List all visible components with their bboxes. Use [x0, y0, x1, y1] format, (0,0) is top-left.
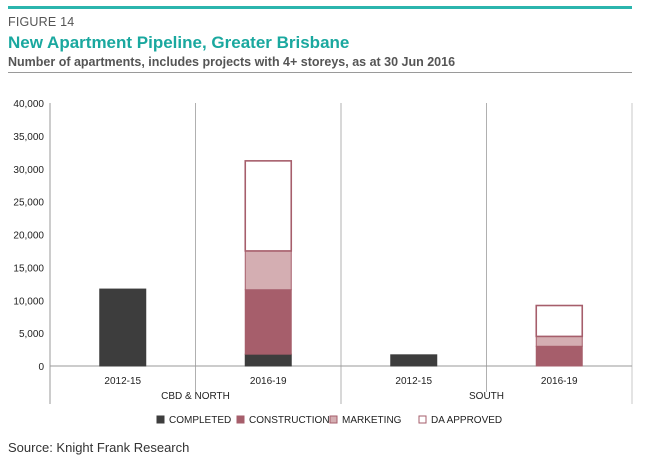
bar-completed	[390, 354, 438, 367]
legend-label: COMPLETED	[169, 415, 231, 426]
x-group-label: CBD & NORTH	[161, 391, 230, 402]
legend-label: DA APPROVED	[431, 415, 502, 426]
x-group-label: SOUTH	[469, 391, 504, 402]
legend-swatch	[236, 415, 245, 424]
chart-subtitle: Number of apartments, includes projects …	[8, 55, 456, 69]
y-tick-label: 30,000	[13, 165, 44, 176]
bar-da-approved	[535, 304, 584, 338]
bar-completed	[244, 353, 292, 367]
top-rule	[8, 6, 632, 9]
bar-construction	[244, 289, 292, 355]
bar-da-approved	[244, 160, 293, 252]
y-tick-label: 20,000	[13, 231, 44, 242]
legend-label: CONSTRUCTION	[249, 415, 330, 426]
x-category-label: 2012-15	[104, 376, 141, 387]
figure-label: FIGURE 14	[8, 15, 75, 29]
x-category-label: 2012-15	[395, 376, 432, 387]
bar-marketing	[244, 250, 292, 291]
legend-swatch	[418, 415, 427, 424]
source-note: Source: Knight Frank Research	[8, 440, 190, 455]
bar-completed	[99, 288, 147, 367]
x-category-label: 2016-19	[250, 376, 287, 387]
y-tick-label: 5,000	[19, 329, 44, 340]
chart-title: New Apartment Pipeline, Greater Brisbane	[8, 33, 350, 52]
x-category-label: 2016-19	[541, 376, 578, 387]
y-tick-label: 40,000	[13, 99, 44, 110]
y-tick-label: 25,000	[13, 198, 44, 209]
legend-swatch	[156, 415, 165, 424]
bar-marketing	[535, 335, 583, 347]
y-tick-label: 35,000	[13, 132, 44, 143]
bar-construction	[535, 345, 583, 367]
y-tick-label: 10,000	[13, 296, 44, 307]
subtitle-rule	[8, 72, 632, 73]
legend-label: MARKETING	[342, 415, 402, 426]
legend-swatch	[329, 415, 338, 424]
y-tick-label: 15,000	[13, 263, 44, 274]
y-tick-label: 0	[38, 362, 44, 373]
